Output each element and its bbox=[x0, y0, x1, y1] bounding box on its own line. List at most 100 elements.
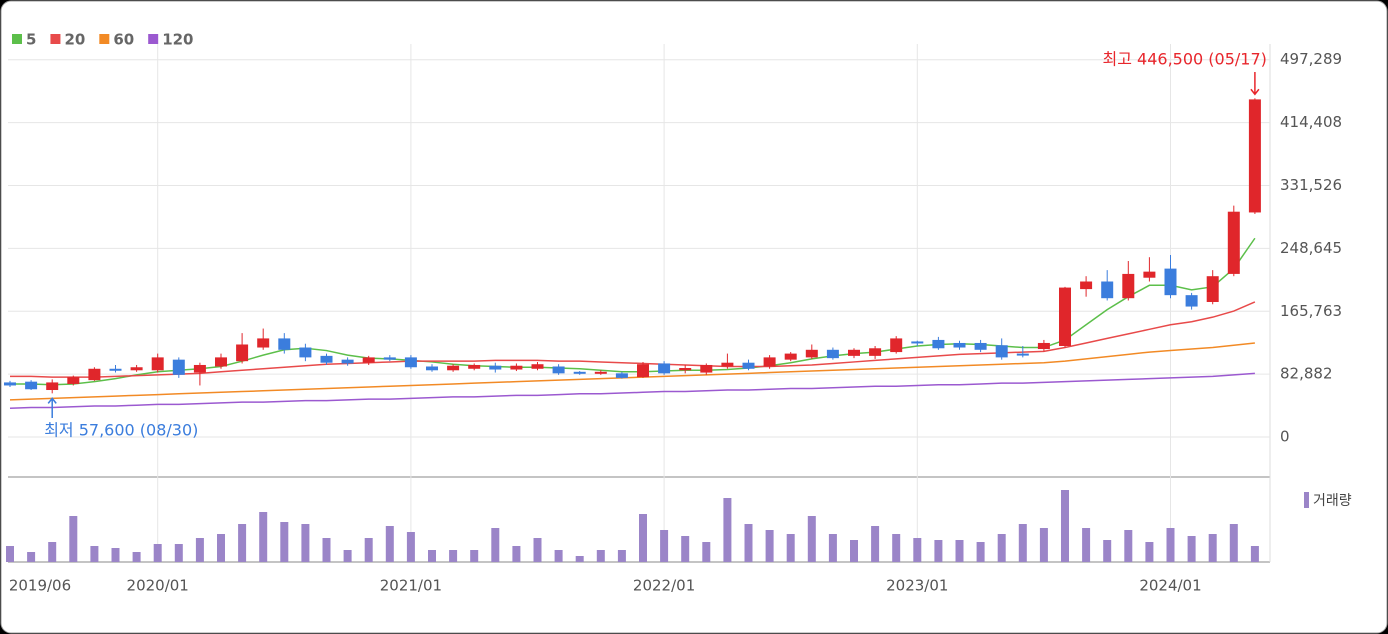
candle-body bbox=[130, 367, 143, 371]
volume-bar bbox=[765, 530, 774, 562]
candle-body bbox=[1059, 287, 1071, 347]
candle-body bbox=[1037, 342, 1050, 350]
low-annotation: 최저 57,600 (08/30) bbox=[44, 421, 198, 440]
volume-bar bbox=[1082, 528, 1091, 562]
candle-body bbox=[531, 364, 544, 369]
candle-body bbox=[658, 363, 671, 374]
volume-bar bbox=[301, 524, 310, 562]
volume-bar bbox=[174, 544, 183, 562]
volume-bar bbox=[1166, 528, 1175, 562]
volume-bar bbox=[533, 538, 542, 562]
x-tick-label: 2023/01 bbox=[886, 577, 948, 595]
x-tick-label: 2020/01 bbox=[127, 577, 189, 595]
volume-bar bbox=[723, 498, 732, 562]
volume-bar bbox=[596, 550, 605, 562]
candle-body bbox=[721, 362, 734, 367]
volume-bar bbox=[153, 544, 162, 562]
volume-bar bbox=[90, 546, 99, 562]
volume-bar bbox=[786, 534, 795, 562]
candle-body bbox=[1206, 276, 1219, 302]
volume-bar bbox=[976, 542, 985, 562]
high-arrow bbox=[1250, 72, 1260, 96]
volume-bar bbox=[1145, 542, 1154, 562]
candle-body bbox=[404, 357, 417, 368]
candle-body bbox=[1143, 271, 1156, 278]
candle-body bbox=[679, 368, 692, 371]
volume-bar bbox=[428, 550, 436, 562]
candle-body bbox=[552, 366, 565, 374]
candle-body bbox=[1227, 211, 1240, 274]
volume-bar bbox=[1124, 530, 1133, 562]
candle-body bbox=[826, 349, 839, 359]
volume-bar bbox=[69, 516, 78, 562]
candle-body bbox=[320, 355, 333, 363]
candle-body bbox=[1248, 99, 1261, 213]
legend-label: 120 bbox=[162, 31, 193, 49]
legend-swatch bbox=[148, 34, 159, 44]
volume-bar bbox=[217, 534, 225, 562]
candle-body bbox=[763, 357, 776, 367]
candle-body bbox=[1101, 281, 1114, 299]
candle-body bbox=[257, 338, 270, 348]
candle-body bbox=[890, 338, 903, 353]
volume-bar bbox=[575, 556, 584, 562]
candle-body bbox=[742, 362, 755, 369]
volume-bar bbox=[1208, 534, 1217, 562]
y-tick-label: 497,289 bbox=[1280, 50, 1342, 68]
candle-body bbox=[109, 368, 122, 371]
legend-swatch bbox=[99, 34, 110, 44]
y-tick-label: 165,763 bbox=[1280, 302, 1342, 320]
volume-bar bbox=[660, 530, 669, 562]
volume-bar bbox=[807, 516, 816, 562]
candle-body bbox=[700, 364, 713, 373]
volume-bar bbox=[195, 538, 204, 562]
volume-bar bbox=[617, 550, 626, 562]
volume-bar bbox=[385, 526, 394, 562]
candle-body bbox=[468, 364, 481, 369]
candle-body bbox=[573, 371, 586, 374]
candle-body bbox=[151, 357, 164, 371]
volume-bar bbox=[406, 532, 415, 562]
candle-body bbox=[172, 359, 185, 375]
candle-body bbox=[426, 366, 438, 371]
volume-bar bbox=[1229, 524, 1238, 562]
candle-body bbox=[1016, 353, 1029, 356]
volume-bar bbox=[280, 522, 289, 562]
candle-body bbox=[1122, 273, 1135, 299]
low-arrow bbox=[47, 397, 57, 418]
volume-bar bbox=[871, 526, 880, 562]
volume-bar bbox=[6, 546, 14, 562]
x-tick-label: 2021/01 bbox=[380, 577, 442, 595]
volume-bar bbox=[322, 538, 331, 562]
ma-line bbox=[9, 372, 1255, 409]
legend-label: 60 bbox=[113, 31, 134, 49]
candle-body bbox=[1164, 268, 1177, 296]
legend-label: 20 bbox=[64, 31, 85, 49]
volume-bar bbox=[364, 538, 373, 562]
candle-body bbox=[383, 357, 396, 360]
volume-bar bbox=[1103, 540, 1112, 562]
ma-line bbox=[10, 301, 1256, 378]
candle-body bbox=[1185, 295, 1198, 307]
volume-legend-swatch bbox=[1304, 492, 1309, 508]
volume-bar bbox=[259, 512, 268, 562]
candle-body bbox=[974, 342, 987, 350]
volume-bar bbox=[828, 534, 837, 562]
volume-bar bbox=[997, 534, 1006, 562]
volume-bar bbox=[1250, 546, 1259, 562]
legend-swatch bbox=[12, 34, 22, 44]
high-annotation: 최고 446,500 (05/17) bbox=[1103, 50, 1267, 69]
candle-body bbox=[510, 365, 523, 370]
volume-bar bbox=[744, 524, 753, 562]
candle-body bbox=[615, 373, 628, 378]
volume-bar bbox=[1061, 490, 1069, 562]
candle-body bbox=[784, 353, 797, 360]
candle-body bbox=[869, 348, 882, 356]
legend-swatch bbox=[50, 34, 61, 44]
volume-bar bbox=[1039, 528, 1048, 562]
y-tick-label: 82,882 bbox=[1280, 365, 1333, 383]
volume-bar bbox=[491, 528, 500, 562]
candle-body bbox=[848, 349, 860, 356]
